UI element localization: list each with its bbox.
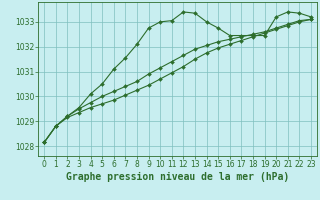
X-axis label: Graphe pression niveau de la mer (hPa): Graphe pression niveau de la mer (hPa) <box>66 172 289 182</box>
